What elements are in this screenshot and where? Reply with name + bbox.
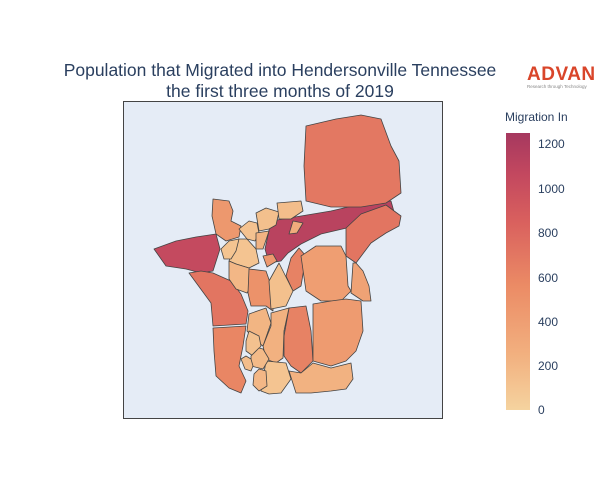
chart-title-line-2: the first three months of 2019	[166, 81, 394, 101]
map-region-29[interactable]	[220, 238, 240, 260]
logo-wordmark: ADVAN	[527, 64, 596, 85]
map-region-7[interactable]	[212, 325, 247, 394]
logo-tagline: Research through Technology	[527, 84, 587, 89]
map-svg[interactable]	[124, 102, 443, 419]
map-region-20[interactable]	[288, 362, 354, 394]
colorbar-tick-1200: 1200	[538, 137, 565, 151]
map-region-31[interactable]	[262, 253, 278, 268]
map-region-5[interactable]	[345, 204, 402, 264]
map-region-19[interactable]	[350, 262, 372, 302]
map-region-21[interactable]	[268, 262, 294, 310]
map-region-1[interactable]	[153, 233, 221, 274]
map-region-28[interactable]	[252, 368, 268, 392]
map-region-26[interactable]	[250, 347, 270, 370]
colorbar-tick-1000: 1000	[538, 182, 565, 196]
map-region-30[interactable]	[288, 220, 304, 235]
map-region-16[interactable]	[283, 305, 314, 374]
colorbar-tick-0: 0	[538, 403, 545, 417]
map-region-14[interactable]	[247, 268, 274, 312]
colorbar-tick-600: 600	[538, 271, 559, 285]
map-region-23[interactable]	[260, 360, 292, 395]
map-region-11[interactable]	[255, 207, 280, 232]
colorbar-tick-800: 800	[538, 226, 559, 240]
map-region-13[interactable]	[255, 230, 270, 250]
map-region-4[interactable]	[303, 114, 402, 208]
map-region-17[interactable]	[300, 245, 352, 302]
colorbar-title: Migration In	[505, 110, 568, 124]
choropleth-map[interactable]	[123, 101, 443, 419]
chart-title: Population that Migrated into Hendersonv…	[20, 60, 540, 102]
colorbar-tick-400: 400	[538, 315, 559, 329]
map-region-12[interactable]	[276, 200, 304, 220]
map-region-2[interactable]	[211, 198, 242, 242]
colorbar-gradient	[506, 133, 530, 410]
colorbar-tick-200: 200	[538, 359, 559, 373]
advan-logo: ADVAN Research through Technology	[527, 64, 597, 90]
map-region-18[interactable]	[312, 298, 364, 367]
map-region-27[interactable]	[240, 355, 254, 372]
chart-title-line-1: Population that Migrated into Hendersonv…	[63, 60, 497, 80]
